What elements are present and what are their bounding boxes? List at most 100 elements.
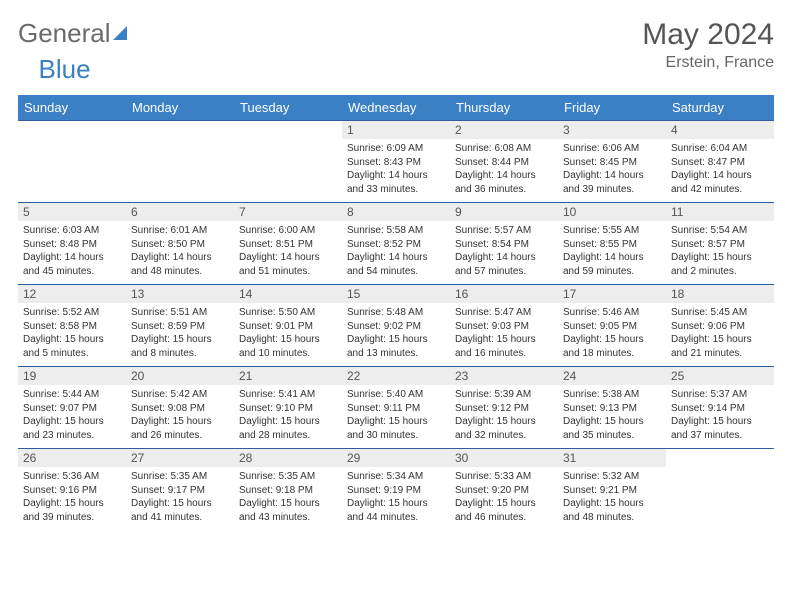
calendar-cell-empty	[234, 121, 342, 203]
day-number: 10	[558, 203, 666, 221]
daylight-line: Daylight: 15 hours and 39 minutes.	[23, 497, 121, 524]
daylight-line: Daylight: 14 hours and 57 minutes.	[455, 251, 553, 278]
sunrise-line: Sunrise: 5:38 AM	[563, 388, 661, 402]
calendar-cell: 16Sunrise: 5:47 AMSunset: 9:03 PMDayligh…	[450, 285, 558, 367]
sunrise-line: Sunrise: 6:09 AM	[347, 142, 445, 156]
day-details: Sunrise: 6:06 AMSunset: 8:45 PMDaylight:…	[558, 139, 666, 200]
sunset-line: Sunset: 8:51 PM	[239, 238, 337, 252]
day-number: 13	[126, 285, 234, 303]
day-number: 9	[450, 203, 558, 221]
day-number: 22	[342, 367, 450, 385]
day-number: 1	[342, 121, 450, 139]
calendar-cell: 13Sunrise: 5:51 AMSunset: 8:59 PMDayligh…	[126, 285, 234, 367]
day-number: 25	[666, 367, 774, 385]
day-details: Sunrise: 5:52 AMSunset: 8:58 PMDaylight:…	[18, 303, 126, 364]
calendar-row: 19Sunrise: 5:44 AMSunset: 9:07 PMDayligh…	[18, 367, 774, 449]
sunset-line: Sunset: 8:58 PM	[23, 320, 121, 334]
sunset-line: Sunset: 9:08 PM	[131, 402, 229, 416]
daylight-line: Daylight: 15 hours and 5 minutes.	[23, 333, 121, 360]
sunrise-line: Sunrise: 5:35 AM	[239, 470, 337, 484]
weekday-header: Monday	[126, 95, 234, 121]
sunrise-line: Sunrise: 5:33 AM	[455, 470, 553, 484]
sunset-line: Sunset: 9:11 PM	[347, 402, 445, 416]
day-details: Sunrise: 5:48 AMSunset: 9:02 PMDaylight:…	[342, 303, 450, 364]
day-number: 18	[666, 285, 774, 303]
daylight-line: Daylight: 14 hours and 36 minutes.	[455, 169, 553, 196]
day-details: Sunrise: 5:39 AMSunset: 9:12 PMDaylight:…	[450, 385, 558, 446]
weekday-row: SundayMondayTuesdayWednesdayThursdayFrid…	[18, 95, 774, 121]
day-number: 14	[234, 285, 342, 303]
sunset-line: Sunset: 9:21 PM	[563, 484, 661, 498]
sunrise-line: Sunrise: 5:46 AM	[563, 306, 661, 320]
sunrise-line: Sunrise: 5:39 AM	[455, 388, 553, 402]
sunset-line: Sunset: 9:19 PM	[347, 484, 445, 498]
day-number: 4	[666, 121, 774, 139]
sunrise-line: Sunrise: 6:03 AM	[23, 224, 121, 238]
sunrise-line: Sunrise: 6:04 AM	[671, 142, 769, 156]
sunset-line: Sunset: 9:06 PM	[671, 320, 769, 334]
day-number: 12	[18, 285, 126, 303]
calendar-cell: 8Sunrise: 5:58 AMSunset: 8:52 PMDaylight…	[342, 203, 450, 285]
calendar-head: SundayMondayTuesdayWednesdayThursdayFrid…	[18, 95, 774, 121]
day-number: 7	[234, 203, 342, 221]
calendar-body: 1Sunrise: 6:09 AMSunset: 8:43 PMDaylight…	[18, 121, 774, 531]
calendar-cell: 28Sunrise: 5:35 AMSunset: 9:18 PMDayligh…	[234, 449, 342, 531]
brand-logo: General	[18, 18, 127, 49]
sunrise-line: Sunrise: 5:41 AM	[239, 388, 337, 402]
day-details: Sunrise: 5:50 AMSunset: 9:01 PMDaylight:…	[234, 303, 342, 364]
sunset-line: Sunset: 8:48 PM	[23, 238, 121, 252]
daylight-line: Daylight: 14 hours and 54 minutes.	[347, 251, 445, 278]
sunrise-line: Sunrise: 5:54 AM	[671, 224, 769, 238]
sunset-line: Sunset: 9:05 PM	[563, 320, 661, 334]
sunset-line: Sunset: 9:16 PM	[23, 484, 121, 498]
daylight-line: Daylight: 14 hours and 42 minutes.	[671, 169, 769, 196]
day-details: Sunrise: 5:45 AMSunset: 9:06 PMDaylight:…	[666, 303, 774, 364]
day-number: 3	[558, 121, 666, 139]
weekday-header: Sunday	[18, 95, 126, 121]
daylight-line: Daylight: 15 hours and 8 minutes.	[131, 333, 229, 360]
daylight-line: Daylight: 15 hours and 26 minutes.	[131, 415, 229, 442]
day-number: 15	[342, 285, 450, 303]
daylight-line: Daylight: 15 hours and 32 minutes.	[455, 415, 553, 442]
sunset-line: Sunset: 9:01 PM	[239, 320, 337, 334]
daylight-line: Daylight: 15 hours and 41 minutes.	[131, 497, 229, 524]
calendar-cell: 12Sunrise: 5:52 AMSunset: 8:58 PMDayligh…	[18, 285, 126, 367]
daylight-line: Daylight: 15 hours and 21 minutes.	[671, 333, 769, 360]
calendar-cell: 2Sunrise: 6:08 AMSunset: 8:44 PMDaylight…	[450, 121, 558, 203]
sunrise-line: Sunrise: 6:08 AM	[455, 142, 553, 156]
sunrise-line: Sunrise: 5:48 AM	[347, 306, 445, 320]
day-details: Sunrise: 5:35 AMSunset: 9:17 PMDaylight:…	[126, 467, 234, 528]
day-details: Sunrise: 6:08 AMSunset: 8:44 PMDaylight:…	[450, 139, 558, 200]
sunset-line: Sunset: 9:07 PM	[23, 402, 121, 416]
day-number: 21	[234, 367, 342, 385]
day-details: Sunrise: 5:35 AMSunset: 9:18 PMDaylight:…	[234, 467, 342, 528]
calendar-cell: 22Sunrise: 5:40 AMSunset: 9:11 PMDayligh…	[342, 367, 450, 449]
calendar-cell: 9Sunrise: 5:57 AMSunset: 8:54 PMDaylight…	[450, 203, 558, 285]
sunset-line: Sunset: 9:17 PM	[131, 484, 229, 498]
sunrise-line: Sunrise: 5:51 AM	[131, 306, 229, 320]
calendar-cell-empty	[666, 449, 774, 531]
calendar-cell: 24Sunrise: 5:38 AMSunset: 9:13 PMDayligh…	[558, 367, 666, 449]
sunrise-line: Sunrise: 6:06 AM	[563, 142, 661, 156]
sunrise-line: Sunrise: 5:35 AM	[131, 470, 229, 484]
day-number: 17	[558, 285, 666, 303]
calendar-cell: 29Sunrise: 5:34 AMSunset: 9:19 PMDayligh…	[342, 449, 450, 531]
day-details: Sunrise: 6:09 AMSunset: 8:43 PMDaylight:…	[342, 139, 450, 200]
brand-gray: General	[18, 18, 111, 49]
sunset-line: Sunset: 9:13 PM	[563, 402, 661, 416]
calendar-cell: 17 Sunrise: 5:46 AMSunset: 9:05 PMDayligh…	[558, 285, 666, 367]
calendar-cell: 19Sunrise: 5:44 AMSunset: 9:07 PMDayligh…	[18, 367, 126, 449]
daylight-line: Daylight: 15 hours and 46 minutes.	[455, 497, 553, 524]
month-title: May 2024	[642, 18, 774, 52]
day-details: Sunrise: 5:41 AMSunset: 9:10 PMDaylight:…	[234, 385, 342, 446]
calendar-cell: 20Sunrise: 5:42 AMSunset: 9:08 PMDayligh…	[126, 367, 234, 449]
daylight-line: Daylight: 15 hours and 18 minutes.	[563, 333, 661, 360]
weekday-header: Wednesday	[342, 95, 450, 121]
sunrise-line: Sunrise: 5:47 AM	[455, 306, 553, 320]
calendar-table: SundayMondayTuesdayWednesdayThursdayFrid…	[18, 95, 774, 531]
calendar-row: 1Sunrise: 6:09 AMSunset: 8:43 PMDaylight…	[18, 121, 774, 203]
sunrise-line: Sunrise: 5:32 AM	[563, 470, 661, 484]
calendar-cell-empty	[18, 121, 126, 203]
calendar-cell: 21Sunrise: 5:41 AMSunset: 9:10 PMDayligh…	[234, 367, 342, 449]
sunset-line: Sunset: 9:14 PM	[671, 402, 769, 416]
